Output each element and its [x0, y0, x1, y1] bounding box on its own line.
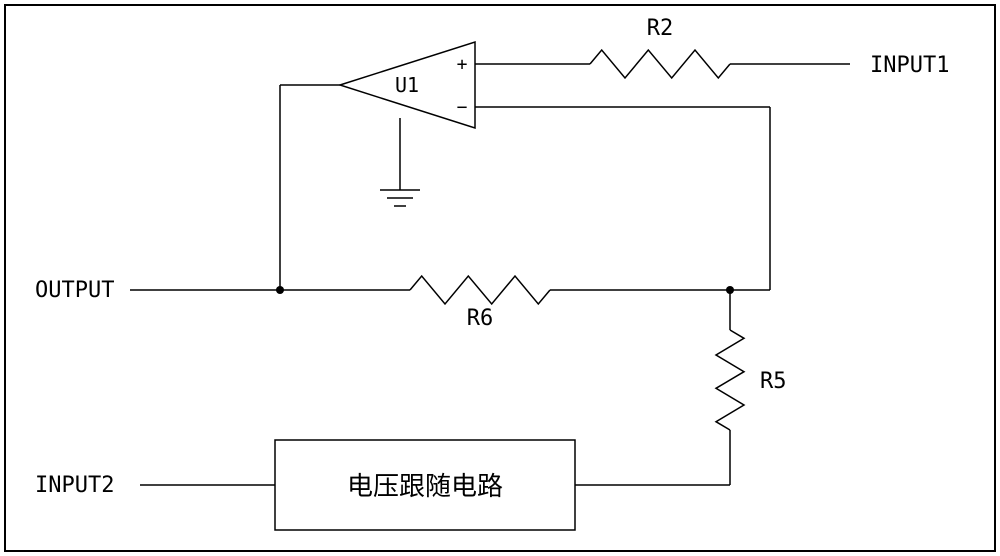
block-label: 电压跟随电路: [347, 472, 503, 502]
opamp-label: U1: [395, 73, 419, 97]
page-border: [5, 5, 995, 551]
opamp-minus: −: [457, 97, 468, 118]
label-r6: R6: [467, 306, 494, 331]
resistor-r6: [410, 276, 550, 304]
label-output: OUTPUT: [35, 278, 114, 303]
resistor-r5: [716, 330, 744, 430]
label-r5: R5: [760, 369, 787, 394]
label-input1: INPUT1: [870, 53, 949, 78]
label-r2: R2: [647, 16, 674, 41]
opamp-plus: +: [457, 54, 468, 75]
circuit-diagram: U1 + − R2 INPUT1 OUTPUT R6 R5 电压跟随电路 INP…: [0, 0, 1000, 556]
label-input2: INPUT2: [35, 473, 114, 498]
resistor-r2: [590, 50, 730, 78]
